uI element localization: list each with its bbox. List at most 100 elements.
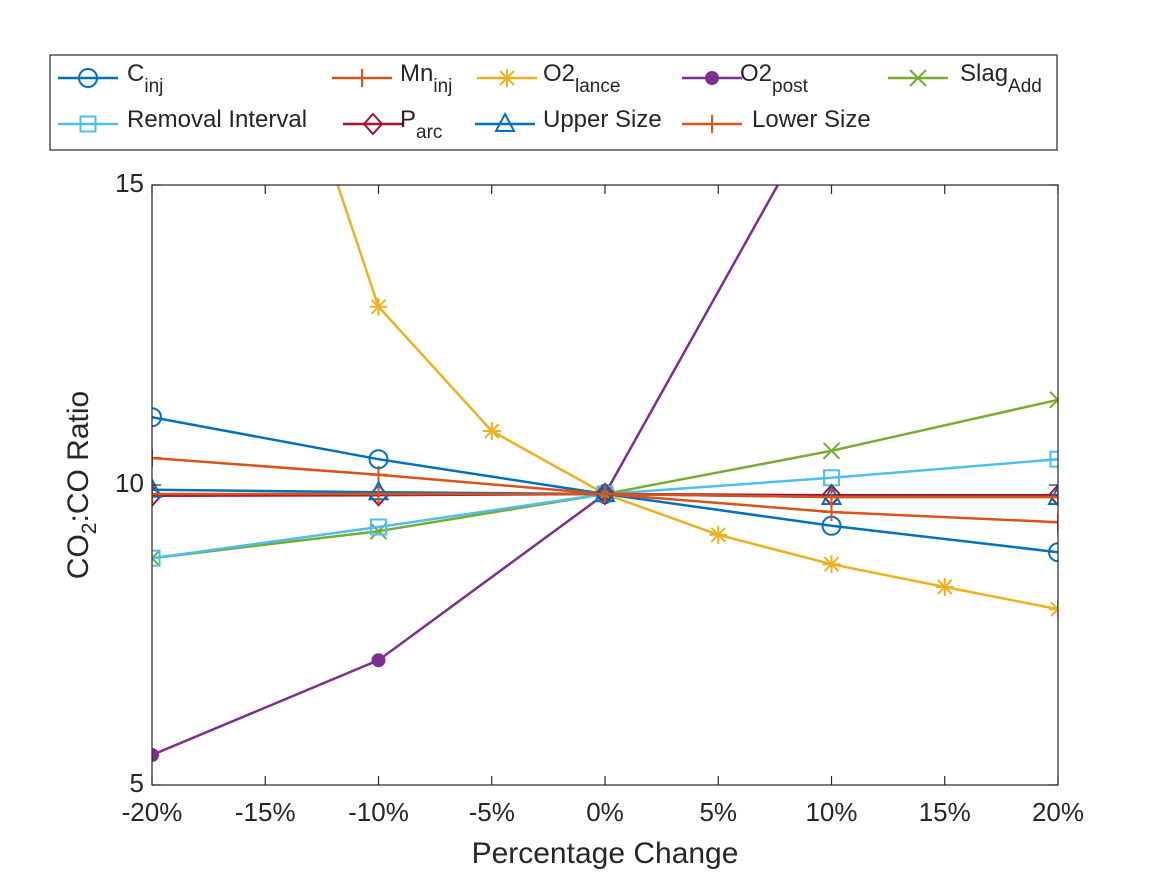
marker-part [1049,450,1058,468]
legend-label: Removal Interval [127,106,307,133]
marker [494,111,516,132]
legend-label: Upper Size [543,106,662,133]
y-tick-label: 5 [130,768,144,798]
marker-part [482,422,501,440]
legend-box [49,54,1058,151]
x-tick-label: 15% [919,797,971,827]
marker [152,748,159,762]
marker [371,653,386,668]
marker-part [79,115,97,133]
marker [152,485,161,503]
legend-label: Lower Size [752,106,871,133]
legend-name: Upper Size [543,106,662,133]
marker [152,407,162,428]
marker-part [152,748,159,762]
y-label-subscript: 2 [78,523,101,535]
marker [1049,450,1058,468]
y-tick-label: 15 [115,168,144,198]
marker-part [494,111,516,132]
marker [909,69,927,87]
marker-part [152,549,161,567]
marker [353,69,371,87]
x-tick-label: 0% [586,797,624,827]
marker [703,115,721,133]
marker [822,442,841,460]
marker [152,549,161,567]
marker-part [498,69,516,87]
legend-name: O2 [740,60,772,87]
x-tick-label: -20% [122,797,183,827]
marker [152,449,161,467]
x-tick-label: 10% [805,797,857,827]
marker-part [353,69,371,87]
marker [594,482,616,506]
legend-subscript: arc [416,122,442,143]
series-line [336,185,1058,611]
marker-part [594,482,616,506]
legend-subscript: Add [1008,76,1042,97]
legend-subscript: inj [433,76,452,97]
x-tick-label: 20% [1032,797,1084,827]
y-axis-label: CO2:CO Ratio [62,391,101,579]
marker-part [822,442,841,460]
x-tick-label: -10% [348,797,409,827]
marker [78,68,98,88]
legend-subscript: post [772,76,809,97]
marker [152,549,161,567]
marker-part [370,518,387,536]
marker [1047,484,1058,505]
marker [822,555,841,574]
marker [498,69,516,87]
legend-label: Parc [400,106,442,143]
marker-part [1048,542,1058,563]
legend-label: O2post [740,60,809,97]
legend-name: Removal Interval [127,106,307,133]
marker [596,485,614,503]
x-tick-label: 5% [699,797,737,827]
legend-label: SlagAdd [960,60,1042,97]
marker-part [78,68,98,88]
legend-name: Lower Size [752,106,871,133]
x-tick-label: -5% [469,797,515,827]
axes: -20% -15% -10% -5% 0% 5% 10% 15% 20% 5 10 15 [115,168,1084,827]
legend-label: Cinj [127,60,163,97]
marker-part [1047,484,1058,505]
x-tick-label: -15% [235,797,296,827]
y-label-part: CO [62,534,95,579]
marker-part [935,578,954,596]
marker-part [369,485,388,503]
marker [935,578,954,596]
marker-part [1047,483,1058,507]
marker-part [369,297,388,316]
x-axis-label: Percentage Change [472,837,739,870]
legend-label: O2lance [543,60,620,97]
legend-name: C [127,60,144,87]
marker-part [152,549,161,567]
marker [709,525,728,544]
marker-part [1049,513,1058,532]
marker-part [362,112,384,136]
marker-part [371,653,386,668]
marker-part [909,69,927,87]
marker [482,422,501,440]
marker-part [709,525,728,544]
marker [152,477,163,498]
marker-part [822,488,841,506]
legend-name: O2 [543,60,575,87]
legend-name: P [400,106,416,133]
marker-part [822,555,841,574]
marker-part [1049,488,1058,506]
marker-part [152,449,161,467]
marker [79,115,97,133]
marker [1049,391,1058,409]
marker-part [1049,391,1058,409]
plot [152,185,1058,762]
y-tick-label: 10 [115,468,144,498]
marker [369,297,388,316]
legend-subscript: lance [575,76,620,97]
marker-part [152,485,161,503]
marker [705,71,719,85]
marker-part [152,407,162,428]
marker [1049,488,1058,506]
